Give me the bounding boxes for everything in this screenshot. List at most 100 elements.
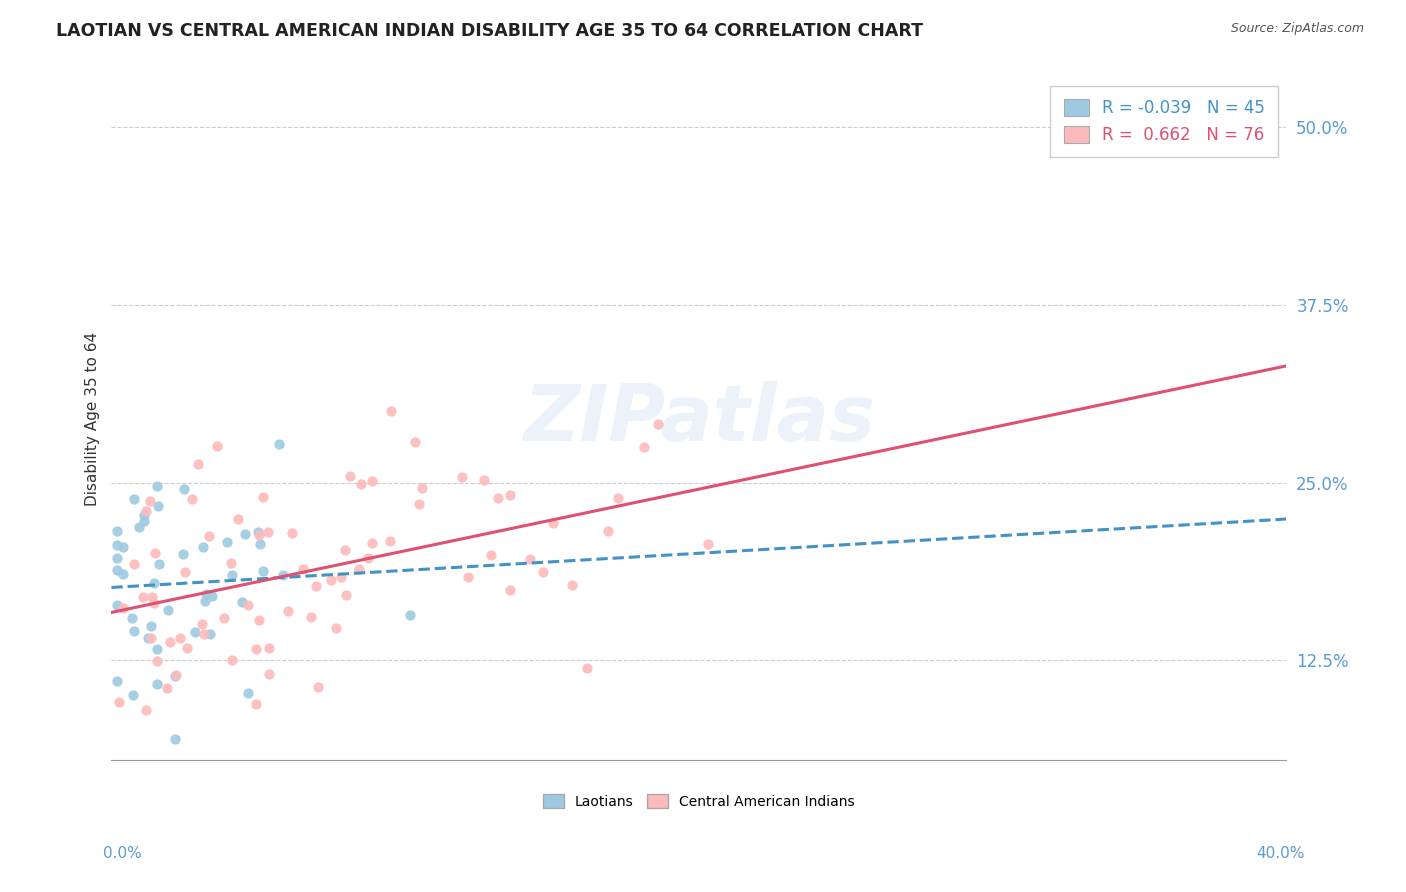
Point bbox=[180, 492, 202, 507]
Point bbox=[252, 490, 274, 504]
Point bbox=[319, 573, 342, 587]
Point bbox=[105, 537, 128, 551]
Point bbox=[411, 481, 433, 495]
Point bbox=[194, 594, 217, 608]
Point bbox=[163, 669, 186, 683]
Point bbox=[159, 635, 181, 649]
Point bbox=[141, 619, 163, 633]
Point bbox=[194, 587, 217, 601]
Point bbox=[236, 686, 259, 700]
Point bbox=[221, 568, 243, 582]
Point bbox=[146, 677, 169, 691]
Point bbox=[112, 601, 135, 615]
Point bbox=[165, 667, 187, 681]
Point bbox=[128, 520, 150, 534]
Point bbox=[245, 642, 267, 657]
Point bbox=[606, 491, 628, 505]
Point bbox=[198, 626, 221, 640]
Point bbox=[457, 570, 479, 584]
Point bbox=[357, 550, 380, 565]
Point bbox=[191, 616, 214, 631]
Point bbox=[111, 566, 134, 581]
Text: ZIPatlas: ZIPatlas bbox=[523, 381, 875, 457]
Point bbox=[191, 540, 214, 554]
Point bbox=[212, 611, 235, 625]
Y-axis label: Disability Age 35 to 64: Disability Age 35 to 64 bbox=[86, 332, 100, 506]
Point bbox=[201, 590, 224, 604]
Point bbox=[350, 477, 373, 491]
Point bbox=[136, 631, 159, 645]
Point bbox=[135, 703, 157, 717]
Point bbox=[156, 681, 179, 695]
Point bbox=[398, 608, 420, 623]
Point bbox=[121, 611, 143, 625]
Point bbox=[122, 557, 145, 571]
Point bbox=[108, 696, 131, 710]
Point bbox=[174, 565, 197, 579]
Point bbox=[519, 552, 541, 566]
Point bbox=[307, 680, 329, 694]
Point bbox=[361, 474, 384, 488]
Legend: Laotians, Central American Indians: Laotians, Central American Indians bbox=[537, 789, 860, 814]
Point bbox=[221, 653, 243, 667]
Point bbox=[647, 417, 669, 431]
Point bbox=[122, 492, 145, 507]
Point bbox=[247, 613, 270, 627]
Point bbox=[197, 529, 219, 543]
Point bbox=[172, 547, 194, 561]
Point bbox=[299, 610, 322, 624]
Point bbox=[267, 436, 290, 450]
Point bbox=[112, 540, 135, 554]
Text: 0.0%: 0.0% bbox=[103, 846, 142, 861]
Point bbox=[163, 731, 186, 746]
Point bbox=[122, 688, 145, 702]
Text: LAOTIAN VS CENTRAL AMERICAN INDIAN DISABILITY AGE 35 TO 64 CORRELATION CHART: LAOTIAN VS CENTRAL AMERICAN INDIAN DISAB… bbox=[56, 22, 924, 40]
Point bbox=[697, 537, 720, 551]
Text: Source: ZipAtlas.com: Source: ZipAtlas.com bbox=[1230, 22, 1364, 36]
Point bbox=[499, 583, 522, 598]
Point bbox=[122, 624, 145, 638]
Point bbox=[292, 562, 315, 576]
Point bbox=[176, 640, 198, 655]
Point bbox=[226, 511, 249, 525]
Point bbox=[148, 557, 170, 571]
Point bbox=[280, 526, 302, 541]
Point bbox=[173, 482, 195, 496]
Point bbox=[378, 533, 401, 548]
Point bbox=[335, 543, 357, 558]
Point bbox=[335, 588, 357, 602]
Point bbox=[633, 440, 655, 454]
Point bbox=[139, 494, 162, 508]
Point bbox=[325, 622, 347, 636]
Point bbox=[156, 602, 179, 616]
Point bbox=[541, 516, 564, 531]
Point bbox=[249, 537, 271, 551]
Point bbox=[132, 514, 155, 528]
Point bbox=[217, 534, 239, 549]
Point bbox=[380, 403, 402, 417]
Point bbox=[247, 528, 270, 542]
Point bbox=[531, 566, 554, 580]
Point bbox=[135, 504, 157, 518]
Point bbox=[139, 631, 162, 645]
Point bbox=[486, 491, 509, 505]
Point bbox=[305, 579, 328, 593]
Point bbox=[252, 564, 274, 578]
Point bbox=[575, 661, 598, 675]
Point bbox=[142, 575, 165, 590]
Point bbox=[187, 457, 209, 471]
Point bbox=[142, 596, 165, 610]
Point bbox=[134, 508, 156, 523]
Point bbox=[499, 488, 522, 502]
Point bbox=[257, 640, 280, 655]
Point bbox=[132, 590, 155, 604]
Point bbox=[105, 550, 128, 565]
Point bbox=[184, 625, 207, 640]
Point bbox=[231, 595, 253, 609]
Point bbox=[404, 434, 426, 449]
Point bbox=[450, 470, 472, 484]
Point bbox=[271, 568, 294, 582]
Point bbox=[141, 591, 163, 605]
Point bbox=[596, 524, 619, 538]
Point bbox=[330, 570, 353, 584]
